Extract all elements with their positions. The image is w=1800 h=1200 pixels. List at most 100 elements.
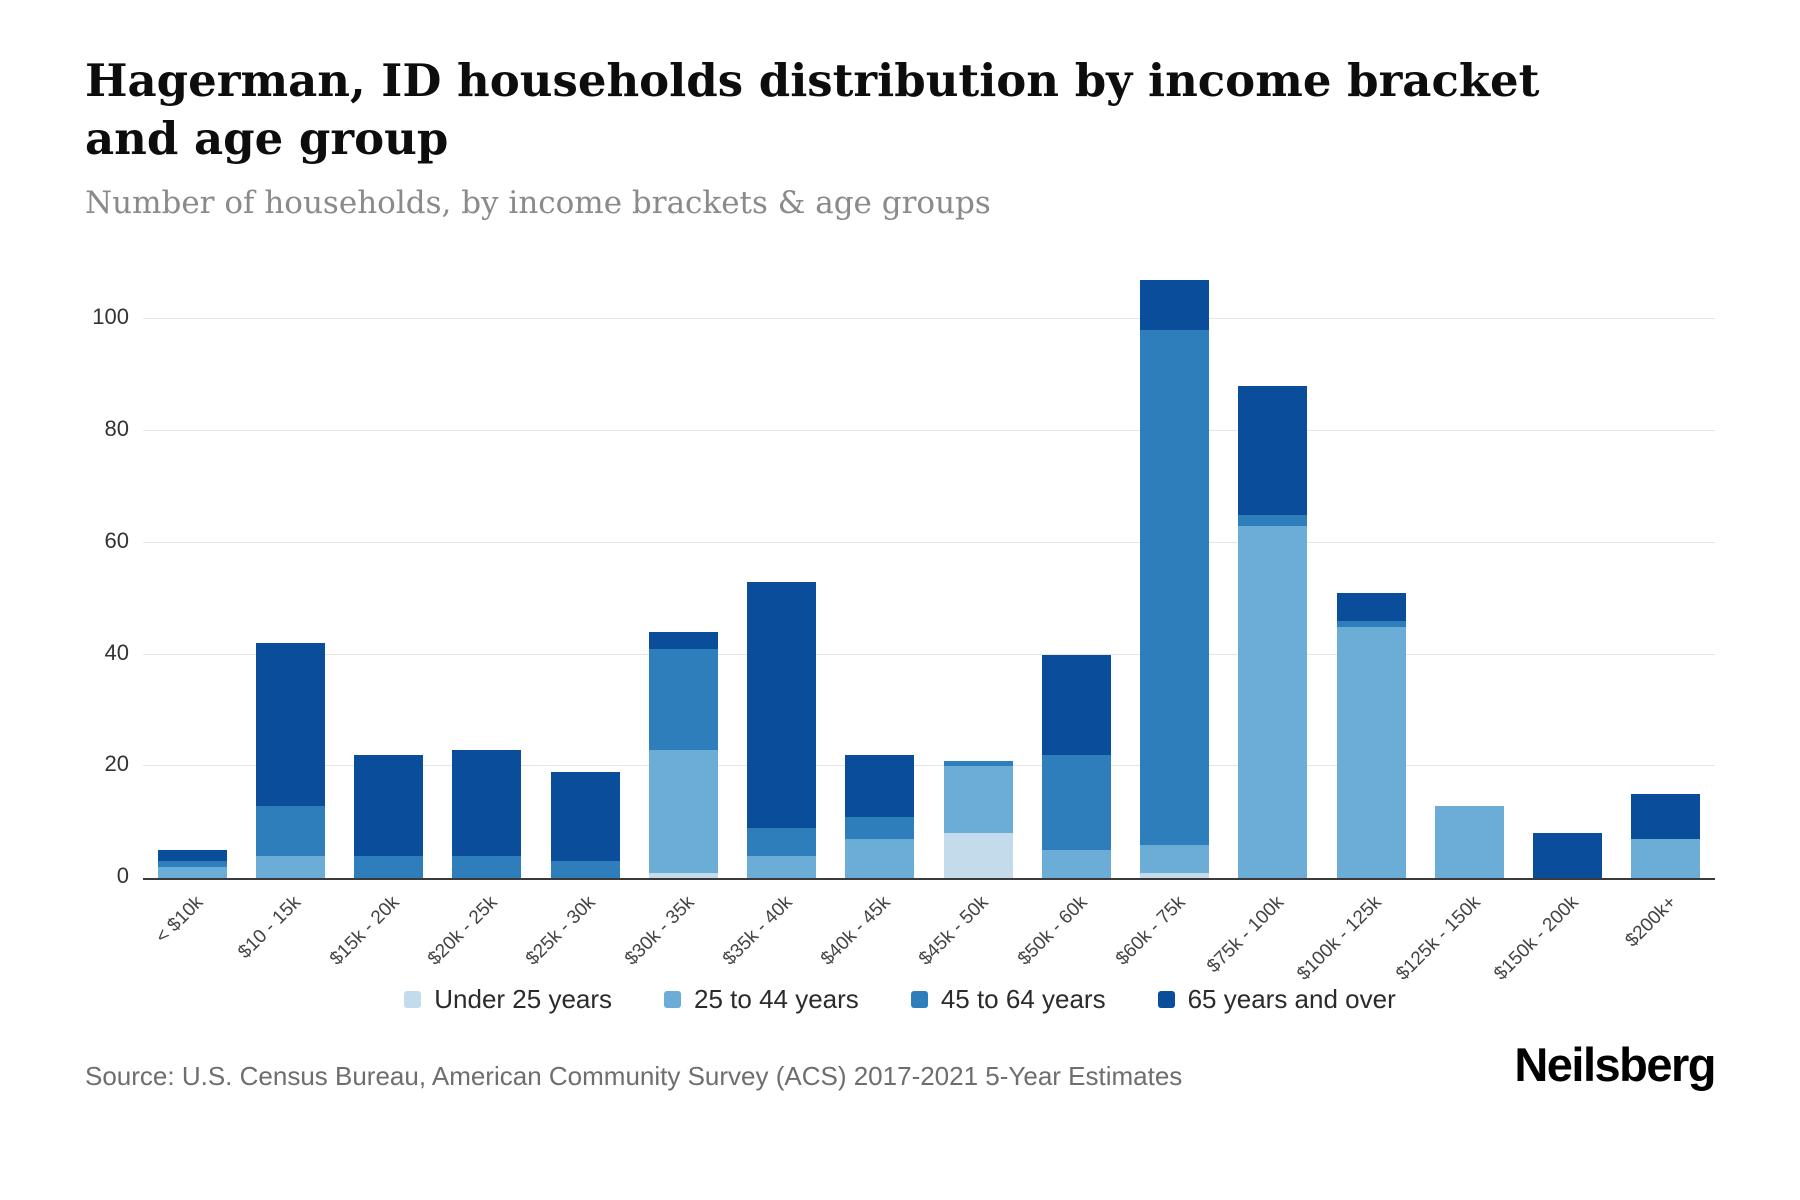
bar-column xyxy=(1027,263,1125,879)
bar-segment[interactable] xyxy=(452,749,522,856)
bar-column xyxy=(1519,263,1617,879)
bar-segment[interactable] xyxy=(1631,794,1701,840)
bar[interactable] xyxy=(747,581,816,879)
bar-segment[interactable] xyxy=(1238,525,1308,879)
plot-area xyxy=(143,263,1715,881)
gridline xyxy=(143,318,1715,320)
bar-segment[interactable] xyxy=(648,648,718,750)
bar[interactable] xyxy=(1041,654,1111,879)
bar-segment[interactable] xyxy=(157,861,227,868)
x-tick: $15k - 20k xyxy=(326,880,438,978)
bar[interactable] xyxy=(157,850,227,879)
bar-segment[interactable] xyxy=(157,850,227,862)
bar-column xyxy=(929,263,1027,879)
bar-segment[interactable] xyxy=(943,833,1013,879)
bar[interactable] xyxy=(1140,279,1209,879)
bar-segment[interactable] xyxy=(1434,805,1504,879)
plot-column: < $10k $10 - 15k $15k - 20k $20k - 25k $25k … xyxy=(143,263,1715,985)
bar-segment[interactable] xyxy=(550,861,620,879)
x-tick-label: < $10k xyxy=(151,892,207,948)
bar-segment[interactable] xyxy=(648,749,718,873)
bar-segment[interactable] xyxy=(943,766,1013,834)
bar-segment[interactable] xyxy=(354,855,423,879)
x-tick: $10 - 15k xyxy=(234,880,339,978)
bar-column xyxy=(340,263,438,879)
bar-segment[interactable] xyxy=(255,855,325,879)
bar-segment[interactable] xyxy=(943,760,1013,767)
x-axis: < $10k $10 - 15k $15k - 20k $20k - 25k $25k … xyxy=(143,880,1715,985)
bar-segment[interactable] xyxy=(1140,872,1209,879)
y-tick-label: 80 xyxy=(104,415,129,441)
bar-segment[interactable] xyxy=(255,805,325,856)
bar[interactable] xyxy=(648,632,718,879)
legend-item[interactable]: Under 25 years xyxy=(404,984,612,1015)
bar-column xyxy=(1420,263,1518,879)
bar-segment[interactable] xyxy=(1533,833,1602,879)
bar-column xyxy=(143,263,241,879)
bar[interactable] xyxy=(1631,794,1701,879)
bar-segment[interactable] xyxy=(1336,621,1406,627)
footer: Source: U.S. Census Bureau, American Com… xyxy=(85,1037,1716,1092)
bar[interactable] xyxy=(845,755,915,879)
page-subtitle: Number of households, by income brackets… xyxy=(85,185,991,222)
bar-segment[interactable] xyxy=(1336,626,1406,879)
bar-segment[interactable] xyxy=(845,839,915,879)
bar-segment[interactable] xyxy=(255,643,325,806)
bar[interactable] xyxy=(1533,833,1602,879)
legend-swatch xyxy=(404,991,422,1009)
legend-item[interactable]: 25 to 44 years xyxy=(664,984,859,1015)
x-tick-label: $200k+ xyxy=(1621,892,1681,952)
bar-segment[interactable] xyxy=(747,827,816,856)
x-tick: $25k - 30k xyxy=(522,880,634,978)
bar-column xyxy=(438,263,536,879)
bar[interactable] xyxy=(1238,386,1308,879)
bar-segment[interactable] xyxy=(845,816,915,840)
legend-swatch xyxy=(1157,991,1175,1009)
legend-label: 45 to 64 years xyxy=(940,984,1106,1015)
brand-logo: Neilsberg xyxy=(1514,1038,1716,1092)
gridline xyxy=(143,429,1715,431)
bar-segment[interactable] xyxy=(1238,514,1308,526)
bar-segment[interactable] xyxy=(648,632,718,649)
x-tick: $150k - 200k xyxy=(1490,880,1617,985)
legend-swatch xyxy=(910,991,928,1009)
bar-segment[interactable] xyxy=(1041,850,1111,879)
bar-segment[interactable] xyxy=(354,755,423,856)
y-tick-label: 100 xyxy=(92,304,129,330)
bar-segment[interactable] xyxy=(747,855,816,879)
y-tick-label: 20 xyxy=(104,751,129,777)
legend-item[interactable]: 65 years and over xyxy=(1157,984,1396,1015)
bar[interactable] xyxy=(452,749,522,879)
legend-item[interactable]: 45 to 64 years xyxy=(910,984,1106,1015)
x-tick: $50k - 60k xyxy=(1014,880,1125,978)
bar-segment[interactable] xyxy=(452,855,522,879)
bar-segment[interactable] xyxy=(550,771,620,862)
bar-segment[interactable] xyxy=(1336,593,1406,622)
bar-segment[interactable] xyxy=(157,867,227,879)
bar-segment[interactable] xyxy=(1041,654,1111,756)
bar[interactable] xyxy=(550,771,620,879)
bar-segment[interactable] xyxy=(1140,330,1209,845)
bar[interactable] xyxy=(943,760,1013,879)
bar-segment[interactable] xyxy=(1140,279,1209,331)
bar-segment[interactable] xyxy=(1631,839,1701,879)
bar-segment[interactable] xyxy=(648,872,718,879)
bar[interactable] xyxy=(1434,805,1504,879)
bar[interactable] xyxy=(1336,593,1406,879)
x-tick: < $10k xyxy=(143,880,241,978)
y-axis: 0 20 40 60 80 100 xyxy=(85,263,143,888)
bar[interactable] xyxy=(354,755,423,879)
bar-column xyxy=(1224,263,1322,879)
legend-label: 65 years and over xyxy=(1187,984,1396,1015)
source-note: Source: U.S. Census Bureau, American Com… xyxy=(85,1061,1183,1092)
gridline xyxy=(143,765,1715,767)
bar-segment[interactable] xyxy=(1238,386,1308,515)
page-title: Hagerman, ID households distribution by … xyxy=(85,54,1540,165)
bar-segment[interactable] xyxy=(747,581,816,828)
bar[interactable] xyxy=(255,643,325,879)
legend-label: 25 to 44 years xyxy=(694,984,859,1015)
bar-segment[interactable] xyxy=(1041,755,1111,851)
bar-segment[interactable] xyxy=(1140,844,1209,873)
bar-segment[interactable] xyxy=(845,755,915,817)
